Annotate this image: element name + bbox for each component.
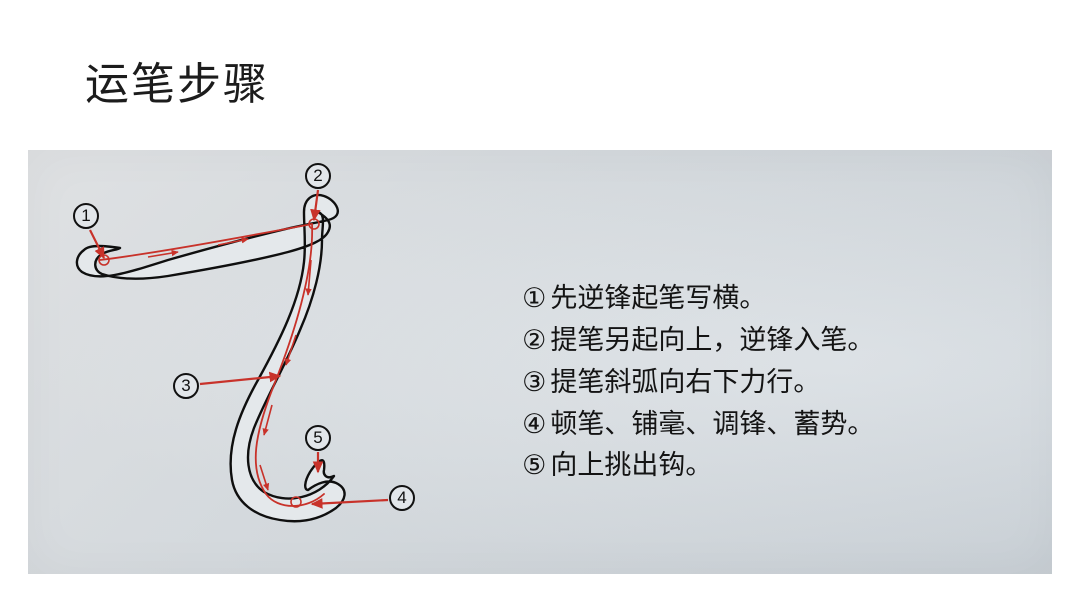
marker-4: 4 (389, 485, 415, 511)
step-text-4: 顿笔、铺毫、调锋、蓄势。 (550, 404, 874, 446)
marker-num-2: 2 (305, 163, 331, 189)
step-row-2: ②提笔另起向上，逆锋入笔。 (518, 320, 874, 362)
marker-3: 3 (173, 373, 199, 399)
step-row-1: ①先逆锋起笔写横。 (518, 278, 874, 320)
step-row-5: ⑤向上挑出钩。 (518, 445, 874, 487)
step-num-2: ② (518, 320, 550, 362)
step-text-1: 先逆锋起笔写横。 (550, 278, 766, 320)
page-title: 运笔步骤 (85, 48, 269, 112)
step-num-1: ① (518, 278, 550, 320)
step-num-4: ④ (518, 404, 550, 446)
marker-num-4: 4 (389, 485, 415, 511)
marker-5: 5 (305, 425, 331, 451)
step-text-3: 提笔斜弧向右下力行。 (550, 362, 820, 404)
marker-num-3: 3 (173, 373, 199, 399)
marker-num-1: 1 (73, 203, 99, 229)
step-row-4: ④顿笔、铺毫、调锋、蓄势。 (518, 404, 874, 446)
stroke-diagram: 1 2 3 4 5 (28, 150, 508, 574)
instruction-photo: 1 2 3 4 5 ①先逆锋起笔写横。②提笔另起向上，逆锋入笔。③提笔斜弧向右下力行。④… (28, 150, 1052, 574)
steps-list: ①先逆锋起笔写横。②提笔另起向上，逆锋入笔。③提笔斜弧向右下力行。④顿笔、铺毫、… (518, 278, 874, 487)
marker-1: 1 (73, 203, 99, 229)
page-root: 运笔步骤 12345 ①先逆锋起笔写横。②提笔另起向上 (0, 0, 1080, 608)
step-num-5: ⑤ (518, 445, 550, 487)
step-row-3: ③提笔斜弧向右下力行。 (518, 362, 874, 404)
step-num-3: ③ (518, 362, 550, 404)
marker-num-5: 5 (305, 425, 331, 451)
step-text-2: 提笔另起向上，逆锋入笔。 (550, 320, 874, 362)
marker-labels-layer: 1 2 3 4 5 (28, 150, 508, 574)
step-text-5: 向上挑出钩。 (550, 445, 712, 487)
marker-2: 2 (305, 163, 331, 189)
